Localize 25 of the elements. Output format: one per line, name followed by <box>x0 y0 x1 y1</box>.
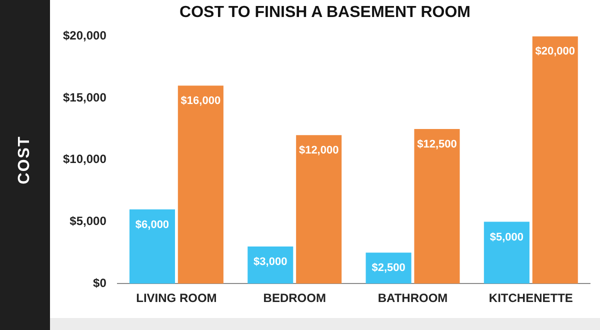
x-tick-label: LIVING ROOM <box>136 291 217 306</box>
y-tick-label: $5,000 <box>70 214 107 228</box>
data-label: $20,000 <box>535 46 576 58</box>
data-label: $16,000 <box>180 95 221 108</box>
y-tick-label: $15,000 <box>62 90 107 104</box>
bar <box>129 209 175 284</box>
bar <box>178 86 224 284</box>
y-tick-label: $20,000 <box>62 28 107 43</box>
bar <box>414 128 460 284</box>
x-tick-label: BATHROOM <box>378 291 448 306</box>
x-tick-label: BEDROOM <box>263 291 326 306</box>
data-label: $5,000 <box>490 231 524 244</box>
bar <box>296 135 342 284</box>
y-axis-title: COST <box>16 136 34 184</box>
data-label: $12,000 <box>298 144 339 157</box>
y-tick-label: $10,000 <box>62 152 107 166</box>
chart-title: COST TO FINISH A BASEMENT ROOM <box>178 4 472 22</box>
data-label: $3,000 <box>254 256 288 268</box>
bar <box>484 222 530 284</box>
data-label: $2,500 <box>372 262 406 274</box>
bar <box>532 36 578 284</box>
data-label: $6,000 <box>135 218 170 231</box>
data-label: $12,500 <box>417 138 457 151</box>
x-tick-label: KITCHENETTE <box>488 291 573 306</box>
y-tick-label: $0 <box>93 276 107 290</box>
